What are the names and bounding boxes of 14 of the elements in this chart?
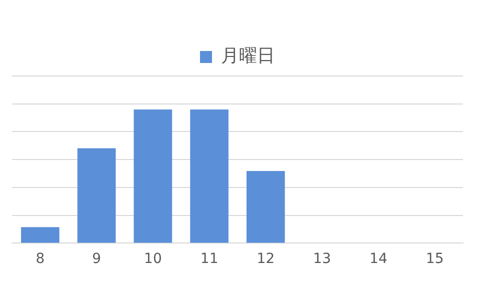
x-tick-label: 14 bbox=[370, 251, 388, 268]
x-tick-label: 15 bbox=[426, 251, 444, 268]
bar bbox=[246, 170, 285, 243]
x-tick-label: 8 bbox=[36, 251, 45, 268]
legend-label: 月曜日 bbox=[221, 46, 275, 67]
bar bbox=[77, 148, 116, 243]
x-tick-label: 9 bbox=[92, 251, 102, 268]
x-tick-label: 10 bbox=[144, 251, 162, 268]
x-tick-label: 11 bbox=[200, 251, 218, 268]
bar bbox=[134, 109, 172, 243]
x-tick-label: 13 bbox=[313, 251, 331, 268]
bar bbox=[190, 109, 228, 243]
bar bbox=[21, 227, 60, 243]
x-tick-label: 12 bbox=[256, 251, 275, 268]
